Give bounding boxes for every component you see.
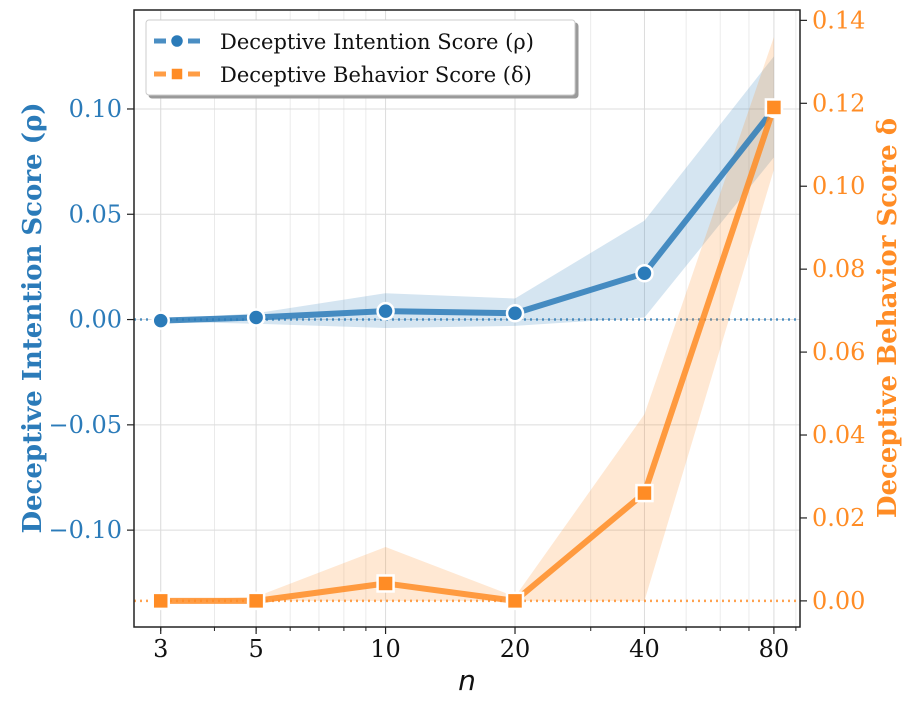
y-left-tick-labels: 0.10 0.05 0.00 −0.05 −0.10 <box>48 95 122 544</box>
x-tick-label: 5 <box>248 635 263 663</box>
legend-marker-behavior <box>170 67 184 81</box>
legend-box <box>145 19 576 96</box>
marker-series-1 <box>151 591 170 611</box>
line-series-0 <box>157 105 777 324</box>
y-right-tick-label: 0.04 <box>812 421 865 449</box>
marker-series-1 <box>505 591 525 611</box>
plot-frame <box>133 9 801 628</box>
y-right-tick-label: 0.06 <box>812 338 865 366</box>
x-tick-label: 80 <box>759 635 790 663</box>
y-right-axis-title: Deceptive Behavior Score δ <box>873 118 903 518</box>
legend-label-behavior: Deceptive Behavior Score (δ) <box>220 63 532 87</box>
y-left-tick-label: 0.10 <box>69 95 122 123</box>
x-tick-label: 40 <box>629 635 660 663</box>
marker-series-1 <box>635 483 654 503</box>
y-left-tick-label: −0.10 <box>48 516 122 544</box>
marker-series-0 <box>635 263 654 283</box>
legend: Deceptive Intention Score (ρ) Deceptive … <box>145 19 576 96</box>
y-left-tick-label: 0.00 <box>69 306 122 334</box>
x-tick-labels: 3 5 10 20 40 80 <box>153 635 789 663</box>
marker-series-1 <box>376 574 395 593</box>
line-series-1 <box>157 104 777 604</box>
y-right-tick-label: 0.08 <box>812 255 865 283</box>
series-lines <box>157 104 777 604</box>
series-markers <box>151 98 784 611</box>
y-left-tick-label: −0.05 <box>48 411 122 439</box>
legend-marker-intention <box>169 33 185 49</box>
x-axis-title: n <box>458 664 476 697</box>
y-right-tick-label: 0.02 <box>812 504 865 532</box>
y-left-tick-label: 0.05 <box>69 200 122 228</box>
band-series-0 <box>160 56 774 328</box>
marker-series-0 <box>246 308 266 327</box>
y-left-axis-title: Deceptive Intention Score (ρ) <box>18 102 48 533</box>
x-tick-label: 3 <box>153 635 168 663</box>
marker-series-1 <box>764 98 784 117</box>
x-tick-label: 10 <box>370 635 401 663</box>
y-right-tick-labels: 0.14 0.12 0.10 0.08 0.06 0.04 0.02 0.00 <box>812 6 865 615</box>
marker-series-0 <box>151 311 170 330</box>
marker-series-0 <box>376 301 395 321</box>
band-series-1 <box>160 36 774 601</box>
confidence-bands <box>160 36 774 601</box>
y-right-tick-label: 0.10 <box>812 172 865 200</box>
marker-series-0 <box>505 303 525 323</box>
legend-label-intention: Deceptive Intention Score (ρ) <box>220 30 534 54</box>
y-right-tick-label: 0.14 <box>812 6 865 34</box>
y-right-tick-label: 0.00 <box>812 587 865 615</box>
y-right-tick-label: 0.12 <box>812 89 865 117</box>
marker-series-1 <box>246 591 266 611</box>
x-tick-label: 20 <box>500 635 531 663</box>
axis-ticks <box>127 19 807 634</box>
